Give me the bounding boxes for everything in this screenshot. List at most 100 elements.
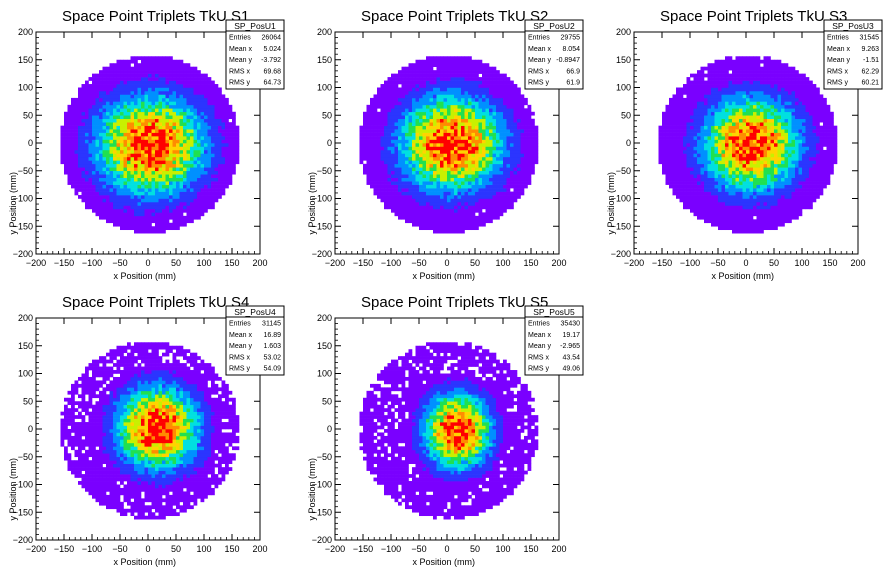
heatmap-bin <box>60 132 65 137</box>
heatmap-bin <box>377 146 381 151</box>
heatmap-bin <box>95 94 100 99</box>
heatmap-bin <box>190 84 194 88</box>
heatmap-bin <box>176 219 180 224</box>
heatmap-bin <box>436 229 441 234</box>
heatmap-bin <box>503 84 507 88</box>
heatmap-bin <box>384 125 388 130</box>
heatmap-bin <box>165 97 170 102</box>
heatmap-bin <box>88 132 93 137</box>
heatmap-bin <box>531 160 535 165</box>
heatmap-bin <box>457 111 462 116</box>
heatmap-bin <box>197 139 201 144</box>
heatmap-bin <box>158 208 163 213</box>
heatmap-bin <box>193 94 198 99</box>
heatmap-bin <box>433 118 437 123</box>
heatmap-bin <box>443 167 448 172</box>
heatmap-bin <box>457 66 462 71</box>
heatmap-bin <box>464 205 469 210</box>
heatmap-bin <box>391 163 395 168</box>
heatmap-bin <box>130 73 135 78</box>
heatmap-bin <box>172 129 177 133</box>
heatmap-bin <box>214 191 219 196</box>
heatmap-bin <box>123 177 128 182</box>
heatmap-bin <box>714 222 719 227</box>
heatmap-bin <box>200 94 205 99</box>
heatmap-bin <box>134 160 138 165</box>
heatmap-bin <box>190 163 194 168</box>
heatmap-bin <box>693 118 698 123</box>
heatmap-bin <box>377 167 381 172</box>
heatmap-bin <box>186 90 191 95</box>
heatmap-bin <box>64 125 68 130</box>
heatmap-bin <box>471 163 476 168</box>
heatmap-bin <box>221 118 226 123</box>
heatmap-bin <box>197 156 201 161</box>
heatmap-bin <box>78 177 82 182</box>
heatmap-bin <box>95 181 100 185</box>
heatmap-bin <box>443 77 448 81</box>
heatmap-bin <box>211 149 215 154</box>
heatmap-bin <box>370 149 374 154</box>
heatmap-bin <box>510 132 514 137</box>
heatmap-bin <box>690 84 694 88</box>
heatmap-bin <box>377 170 381 175</box>
heatmap-bin <box>116 195 121 199</box>
heatmap-bin <box>387 90 392 95</box>
heatmap-bin <box>443 125 448 130</box>
heatmap-bin <box>85 188 89 192</box>
heatmap-bin <box>683 125 687 130</box>
heatmap-bin <box>475 222 479 227</box>
heatmap-bin <box>172 153 177 158</box>
heatmap-bin <box>109 77 114 81</box>
heatmap-bin <box>113 156 117 161</box>
heatmap-bin <box>471 212 476 217</box>
heatmap-bin <box>384 87 388 92</box>
heatmap-bin <box>172 219 177 224</box>
heatmap-bin <box>155 215 159 220</box>
heatmap-bin <box>690 73 694 78</box>
heatmap-bin <box>394 167 399 172</box>
heatmap-bin <box>384 198 388 203</box>
heatmap-bin <box>193 177 198 182</box>
heatmap-bin <box>204 177 208 182</box>
heatmap-bin <box>492 115 497 120</box>
heatmap-bin <box>517 97 521 102</box>
heatmap-bin <box>492 73 497 78</box>
heatmap-bin <box>693 163 698 168</box>
heatmap-bin <box>176 160 180 165</box>
heatmap-bin <box>183 125 187 130</box>
heatmap-bin <box>88 153 93 158</box>
heatmap-bin <box>109 167 114 172</box>
heatmap-bin <box>137 129 142 133</box>
heatmap-bin <box>151 143 156 147</box>
heatmap-bin <box>165 205 170 210</box>
heatmap-bin <box>436 184 441 189</box>
heatmap-bin <box>520 184 525 189</box>
heatmap-bin <box>113 139 117 144</box>
heatmap-bin <box>144 66 149 71</box>
heatmap-bin <box>524 129 528 133</box>
heatmap-bin <box>676 122 680 126</box>
heatmap-bin <box>99 198 103 203</box>
heatmap-bin <box>232 143 236 147</box>
heatmap-bin <box>207 122 212 126</box>
heatmap-bin <box>707 73 712 78</box>
heatmap-bin <box>440 66 444 71</box>
heatmap-bin <box>197 170 201 175</box>
heatmap-bin <box>457 188 462 192</box>
heatmap-bin <box>520 160 525 165</box>
heatmap-bin <box>370 115 374 120</box>
heatmap-bin <box>116 94 121 99</box>
heatmap-bin <box>683 198 687 203</box>
heatmap-bin <box>443 122 448 126</box>
heatmap-bin <box>464 143 469 147</box>
heatmap-bin <box>106 101 110 106</box>
heatmap-bin <box>127 184 131 189</box>
heatmap-bin <box>190 80 194 85</box>
heatmap-bin <box>88 108 93 113</box>
heatmap-bin <box>662 167 666 172</box>
heatmap-bin <box>95 84 100 88</box>
heatmap-bin <box>179 77 184 81</box>
heatmap-bin <box>193 188 198 192</box>
heatmap-bin <box>658 143 663 147</box>
